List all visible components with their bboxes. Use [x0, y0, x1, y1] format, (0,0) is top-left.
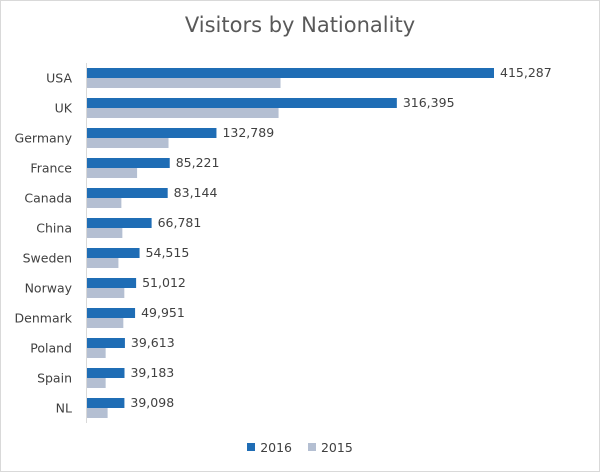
- category-label: Sweden: [23, 251, 72, 266]
- category-label: NL: [56, 401, 72, 416]
- data-label-2016: 39,183: [130, 365, 174, 380]
- bar-2016: [87, 398, 125, 408]
- category-label: UK: [55, 101, 73, 116]
- bar-2015: [87, 78, 281, 88]
- data-label-2016: 51,012: [142, 275, 186, 290]
- bar-2015: [87, 168, 138, 178]
- bar-2016: [87, 278, 137, 288]
- legend-label-2016: 2016: [260, 439, 292, 455]
- data-label-2016: 316,395: [403, 95, 455, 110]
- category-label: China: [36, 221, 72, 236]
- bar-2016: [87, 368, 125, 378]
- legend-swatch-2015: [307, 443, 316, 451]
- category-label: Germany: [15, 131, 73, 146]
- bar-2016: [87, 128, 217, 138]
- bar-2016: [87, 68, 494, 78]
- category-label: Norway: [25, 281, 73, 296]
- bar-2015: [87, 288, 125, 298]
- data-label-2016: 66,781: [158, 215, 202, 230]
- bar-2015: [87, 348, 106, 358]
- data-label-2016: 54,515: [146, 245, 190, 260]
- category-label: Canada: [24, 191, 72, 206]
- bar-2016: [87, 308, 136, 318]
- category-label: France: [30, 161, 72, 176]
- chart-title: Visitors by Nationality: [184, 13, 416, 37]
- category-label: USA: [46, 71, 72, 86]
- bar-2015: [87, 408, 108, 418]
- data-label-2016: 49,951: [141, 305, 185, 320]
- bar-2016: [87, 338, 125, 348]
- category-label: Poland: [30, 341, 72, 356]
- data-label-2016: 83,144: [174, 185, 218, 200]
- bar-2016: [87, 158, 170, 168]
- data-label-2016: 39,098: [130, 395, 174, 410]
- bar-2016: [87, 98, 397, 108]
- category-label: Denmark: [15, 311, 73, 326]
- category-label: Spain: [37, 371, 72, 386]
- legend-label-2015: 2015: [320, 439, 353, 455]
- bar-2015: [87, 318, 124, 328]
- data-label-2016: 85,221: [176, 155, 220, 170]
- bar-2015: [87, 228, 123, 238]
- bar-2016: [87, 248, 140, 258]
- bar-2016: [87, 218, 152, 228]
- legend: 2016 2015: [0, 439, 600, 455]
- bar-2015: [87, 378, 106, 388]
- legend-item-2015: 2015: [307, 439, 353, 455]
- bar-2015: [87, 258, 119, 268]
- bar-2016: [87, 188, 168, 198]
- bar-2015: [87, 198, 122, 208]
- data-label-2016: 415,287: [500, 65, 552, 80]
- data-label-2016: 39,613: [131, 335, 175, 350]
- bar-2015: [87, 138, 169, 148]
- data-label-2016: 132,789: [222, 125, 274, 140]
- bar-2015: [87, 108, 279, 118]
- legend-swatch-2016: [247, 443, 256, 451]
- legend-item-2016: 2016: [247, 440, 292, 455]
